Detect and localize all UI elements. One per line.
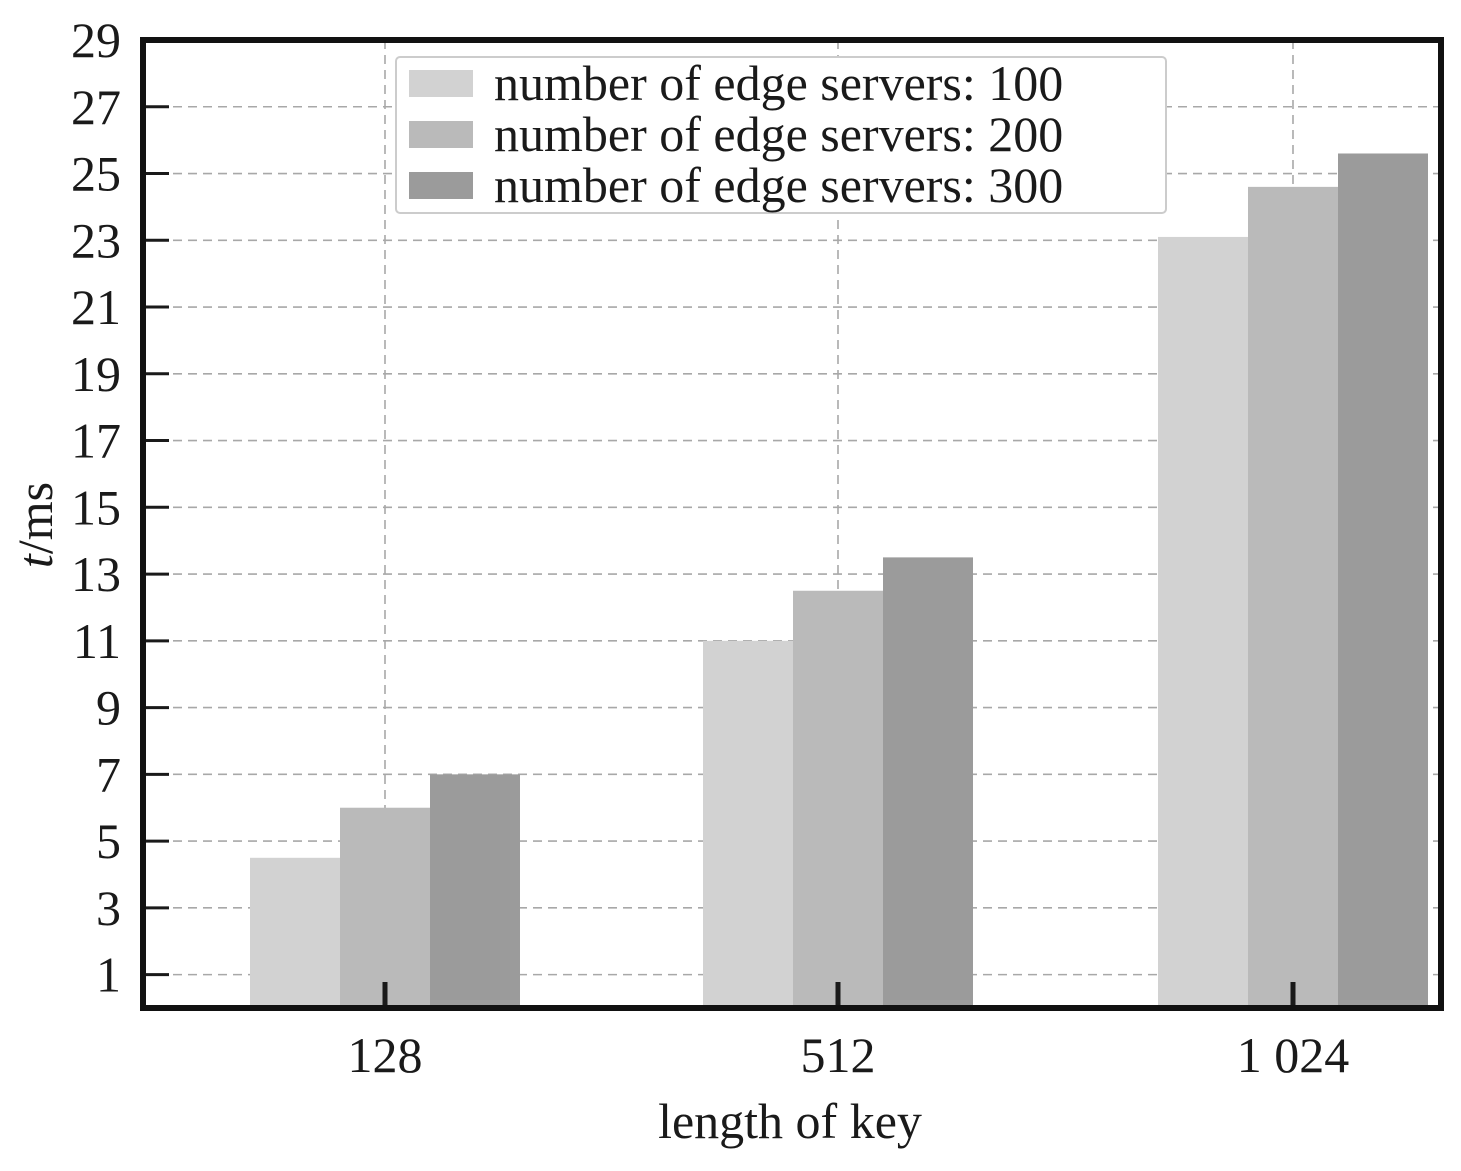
y-tick-label: 11 <box>73 613 121 669</box>
bar-series-2-512 <box>793 590 883 1008</box>
y-axis-label-unit: /ms <box>7 482 63 554</box>
bar-series-3-512 <box>883 557 973 1008</box>
bar-series-3-1024 <box>1338 153 1428 1009</box>
bar-series-1-1024 <box>1158 236 1248 1008</box>
y-tick-label: 27 <box>71 79 121 135</box>
y-tick-label: 21 <box>71 279 121 335</box>
y-tick-label: 15 <box>71 479 121 535</box>
y-tick-label: 5 <box>96 813 121 869</box>
y-tick-label: 1 <box>96 947 121 1003</box>
y-tick-label: 9 <box>96 680 121 736</box>
y-tick-label: 3 <box>96 880 121 936</box>
y-tick-label: 23 <box>71 212 121 268</box>
legend-entry-label: number of edge servers: 200 <box>494 106 1063 162</box>
legend-box <box>395 56 1167 214</box>
bar-series-3-128 <box>430 774 520 1008</box>
y-tick-label: 29 <box>71 12 121 68</box>
x-tick-label: 1 024 <box>1237 1027 1350 1083</box>
legend-swatch <box>409 172 473 199</box>
y-tick-label: 7 <box>96 746 121 802</box>
legend-entry-label: number of edge servers: 100 <box>494 55 1063 111</box>
x-axis-label: length of key <box>658 1093 922 1149</box>
y-axis-label: t/ms <box>7 482 63 568</box>
bar-series-1-512 <box>703 640 793 1008</box>
legend-entry-label: number of edge servers: 300 <box>494 157 1063 213</box>
y-axis-label-variable: t <box>7 553 63 568</box>
bar-series-1-128 <box>250 857 340 1008</box>
bar-layer <box>250 153 1428 1009</box>
plot-frame <box>140 37 1444 1011</box>
y-tick-label: 17 <box>71 413 121 469</box>
bar-series-2-1024 <box>1248 186 1338 1009</box>
y-tick-label: 25 <box>71 146 121 202</box>
x-tick-label: 128 <box>348 1027 423 1083</box>
bar-series-2-128 <box>340 807 430 1008</box>
y-tick-label: 19 <box>71 346 121 402</box>
y-tick-label: 13 <box>71 546 121 602</box>
legend-swatch <box>409 121 473 148</box>
axis-layer <box>140 37 1444 1011</box>
x-tick-label: 512 <box>801 1027 876 1083</box>
legend-swatch <box>409 70 473 97</box>
